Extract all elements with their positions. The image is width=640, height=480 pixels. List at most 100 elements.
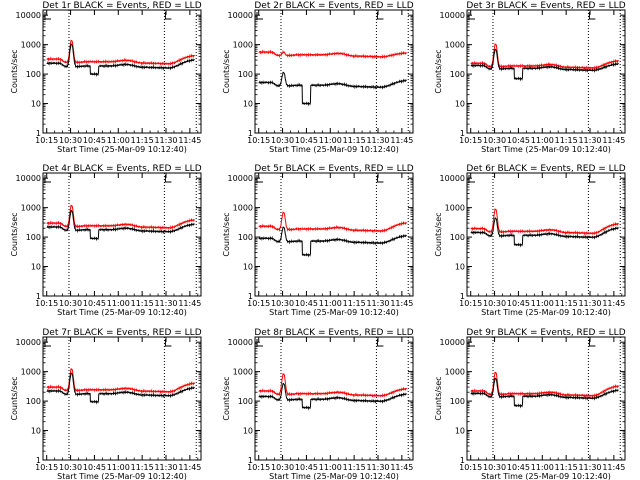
x-tick-label: 10:15 <box>459 463 482 472</box>
y-tick-label: 1000 <box>21 368 41 377</box>
x-tick-label: 11:00 <box>107 136 130 145</box>
interval-mark-start <box>44 175 51 183</box>
interval-mark-start <box>44 339 51 347</box>
x-tick-label: 11:45 <box>602 136 625 145</box>
interval-mark <box>376 339 384 347</box>
x-tick-label: 10:15 <box>35 299 58 308</box>
events-series-line <box>470 217 619 248</box>
plot-frame <box>42 336 202 461</box>
y-axis-label: Counts/sec <box>434 49 443 93</box>
y-tick-label: 100 <box>26 70 41 79</box>
x-axis-label: Start Time (25-Mar-09 10:12:40) <box>481 308 611 317</box>
x-tick-label: 10:45 <box>83 136 106 145</box>
y-tick-label: 10000 <box>16 174 41 183</box>
y-tick-label: 1 <box>248 456 253 465</box>
x-tick-label: 10:30 <box>59 299 82 308</box>
x-tick-label: 11:45 <box>178 299 201 308</box>
panel-title: Det 8r BLACK = Events, RED = LLD <box>254 328 413 338</box>
y-tick-label: 1 <box>36 292 41 301</box>
x-tick-label: 11:00 <box>107 463 130 472</box>
y-tick-label: 100 <box>238 70 253 79</box>
y-axis-label: Counts/sec <box>434 212 443 256</box>
x-tick-label: 11:45 <box>178 136 201 145</box>
x-tick-label: 11:30 <box>154 136 177 145</box>
panel-title: Det 5r BLACK = Events, RED = LLD <box>254 164 413 174</box>
y-tick-label: 1 <box>248 292 253 301</box>
plot-frame <box>466 172 626 297</box>
y-tick-label: 1000 <box>445 368 465 377</box>
y-axis-label: Counts/sec <box>10 49 19 93</box>
y-tick-label: 1 <box>36 456 41 465</box>
plot-frame <box>42 172 202 297</box>
panel-title: Det 9r BLACK = Events, RED = LLD <box>466 328 625 338</box>
interval-mark-start <box>468 339 475 347</box>
x-tick-label: 11:15 <box>343 299 366 308</box>
x-tick-label: 10:30 <box>483 299 506 308</box>
plot-frame <box>42 9 202 134</box>
panel-title: Det 1r BLACK = Events, RED = LLD <box>42 1 201 11</box>
x-tick-label: 11:15 <box>131 136 154 145</box>
y-axis-label: Counts/sec <box>222 212 231 256</box>
x-tick-label: 11:45 <box>178 463 201 472</box>
interval-mark <box>588 175 596 183</box>
y-tick-label: 1 <box>460 129 465 138</box>
events-series-line <box>258 226 407 258</box>
y-tick-label: 100 <box>238 397 253 406</box>
y-tick-label: 10000 <box>440 11 465 20</box>
panel-1: Det 1r BLACK = Events, RED = LLD 1 10 100 10… <box>10 1 202 154</box>
x-axis-label: Start Time (25-Mar-09 10:12:40) <box>269 145 399 154</box>
panel-title: Det 6r BLACK = Events, RED = LLD <box>466 164 625 174</box>
panel-title: Det 4r BLACK = Events, RED = LLD <box>42 164 201 174</box>
y-axis-label: Counts/sec <box>222 376 231 420</box>
x-tick-label: 11:15 <box>555 463 578 472</box>
x-tick-label: 11:30 <box>366 299 389 308</box>
x-axis-label: Start Time (25-Mar-09 10:12:40) <box>57 145 187 154</box>
panel-title: Det 3r BLACK = Events, RED = LLD <box>466 1 625 11</box>
x-tick-label: 11:45 <box>390 299 413 308</box>
y-tick-label: 100 <box>26 397 41 406</box>
panel-4: Det 4r BLACK = Events, RED = LLD 1 10 100 10… <box>10 164 202 317</box>
events-series-line <box>470 377 619 409</box>
y-tick-label: 1 <box>460 456 465 465</box>
interval-mark <box>588 12 596 20</box>
x-axis-label: Start Time (25-Mar-09 10:12:40) <box>57 308 187 317</box>
y-tick-label: 10 <box>31 427 41 436</box>
events-series-line <box>470 48 619 82</box>
x-tick-label: 11:30 <box>578 299 601 308</box>
x-tick-label: 10:45 <box>295 136 318 145</box>
y-tick-label: 1000 <box>21 204 41 213</box>
x-tick-label: 10:15 <box>247 463 270 472</box>
x-tick-label: 10:45 <box>295 299 318 308</box>
lld-series-line <box>46 39 196 67</box>
y-tick-label: 1 <box>36 129 41 138</box>
x-tick-label: 11:30 <box>154 299 177 308</box>
y-axis-label: Counts/sec <box>10 376 19 420</box>
x-tick-label: 11:45 <box>602 299 625 308</box>
events-series-line <box>46 372 195 405</box>
panel-6: Det 6r BLACK = Events, RED = LLD 1 10 100 10… <box>434 164 626 317</box>
panel-9: Det 9r BLACK = Events, RED = LLD 1 10 100 10… <box>434 328 626 480</box>
events-series-line <box>46 210 195 242</box>
x-tick-label: 10:30 <box>483 463 506 472</box>
panel-8: Det 8r BLACK = Events, RED = LLD 1 10 100 10… <box>222 328 414 480</box>
y-tick-label: 100 <box>450 397 465 406</box>
plot-frame <box>254 9 414 134</box>
y-tick-label: 10 <box>243 427 253 436</box>
lld-series-line <box>46 204 196 231</box>
y-tick-label: 1000 <box>233 368 253 377</box>
interval-mark-start <box>468 12 475 20</box>
x-tick-label: 11:30 <box>366 136 389 145</box>
x-tick-label: 11:30 <box>578 136 601 145</box>
y-tick-label: 100 <box>26 233 41 242</box>
y-tick-label: 10 <box>243 263 253 272</box>
x-tick-label: 11:15 <box>131 463 154 472</box>
x-tick-label: 10:15 <box>35 136 58 145</box>
x-tick-label: 10:30 <box>59 463 82 472</box>
lld-series-line <box>258 211 408 234</box>
lld-series-line <box>470 43 620 71</box>
panel-2: Det 2r BLACK = Events, RED = LLD 1 10 100 10… <box>222 1 414 154</box>
y-tick-label: 10000 <box>228 338 253 347</box>
y-axis-label: Counts/sec <box>10 212 19 256</box>
lld-series-line <box>258 372 408 399</box>
y-tick-label: 1000 <box>445 41 465 50</box>
